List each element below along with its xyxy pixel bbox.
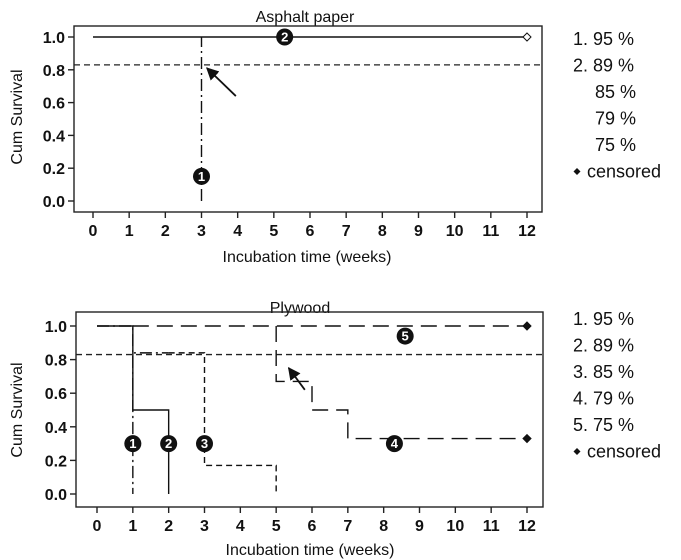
chart-plywood: Plywood 0.00.20.40.60.81.0 0 1 2 3 4 5 6 7 8 9 10 1… xyxy=(9,300,661,559)
x-tick-label: 12 xyxy=(518,518,536,535)
x-tick-label: 10 xyxy=(446,223,464,240)
x-tick-label: 4 xyxy=(236,518,245,535)
y-tick-label: 0.4 xyxy=(45,420,67,437)
plot-frame xyxy=(73,25,543,213)
series-marker-1: 1 xyxy=(124,435,142,453)
y-axis-title: Cum Survival xyxy=(9,69,26,164)
series-marker-label: 3 xyxy=(201,436,208,451)
y-tick-label: 0.0 xyxy=(45,487,67,504)
series-marker-label: 2 xyxy=(165,436,172,451)
x-tick-label: 9 xyxy=(415,518,424,535)
y-tick-label: 1.0 xyxy=(43,30,65,47)
x-tick-label: 6 xyxy=(308,518,317,535)
chart-title: Asphalt paper xyxy=(256,9,355,26)
legend-item: censored xyxy=(587,162,661,182)
x-tick-label: 7 xyxy=(342,223,351,240)
series-marker-1: 1 xyxy=(193,167,210,185)
legend-censored-symbol xyxy=(573,168,581,175)
legend-item: 5. 75 % xyxy=(573,415,634,435)
legend: 1. 95 % 2. 89 % 3. 85 % 4. 79 % 5. 75 % censo… xyxy=(573,309,661,462)
x-tick-label: 0 xyxy=(89,223,98,240)
legend-censored-symbol xyxy=(573,448,581,455)
censored-point xyxy=(522,321,532,331)
legend-item: 1. 95 % xyxy=(573,309,634,329)
series-marker-label: 1 xyxy=(129,436,136,451)
x-tick-label: 5 xyxy=(272,518,281,535)
series-marker-4: 4 xyxy=(385,435,403,453)
series-marker-5: 5 xyxy=(396,327,414,345)
x-tick-label: 8 xyxy=(379,518,388,535)
legend-item: 4. 79 % xyxy=(573,389,634,409)
y-tick-label: 0.6 xyxy=(43,96,65,113)
legend-item: 2. 89 % xyxy=(573,56,634,76)
x-axis-title: Incubation time (weeks) xyxy=(223,249,392,266)
x-tick-label: 1 xyxy=(125,223,134,240)
series-marker-label: 2 xyxy=(281,30,288,45)
series-marker-2: 2 xyxy=(160,435,178,453)
censored-point xyxy=(522,433,532,444)
x-tick-label: 1 xyxy=(128,518,137,535)
y-tick-label: 0.0 xyxy=(43,194,65,211)
censored-point xyxy=(522,32,532,42)
legend-item: 1. 95 % xyxy=(573,29,634,49)
series-line-3 xyxy=(168,352,277,494)
legend-item: 79 % xyxy=(595,109,636,129)
y-tick-label: 0.2 xyxy=(45,453,67,470)
y-tick-label: 0.4 xyxy=(43,128,65,145)
y-tick-label: 0.2 xyxy=(43,161,65,178)
chart-title: Plywood xyxy=(270,300,330,317)
x-tick-label: 11 xyxy=(482,223,499,240)
x-tick-label: 2 xyxy=(161,223,170,240)
series-marker-2: 2 xyxy=(276,28,294,46)
series-line-4 xyxy=(275,326,527,440)
annotation-arrow xyxy=(206,67,237,97)
x-tick-label: 5 xyxy=(269,223,278,240)
y-tick-label: 0.8 xyxy=(45,353,67,370)
x-tick-label: 11 xyxy=(483,518,500,535)
x-tick-label: 3 xyxy=(200,518,209,535)
series-marker-label: 1 xyxy=(198,169,205,184)
x-tick-label: 7 xyxy=(343,518,352,535)
legend-item: 75 % xyxy=(595,135,636,155)
x-tick-label: 4 xyxy=(233,223,242,240)
plot-frame xyxy=(75,311,544,508)
legend-item: 3. 85 % xyxy=(573,362,634,382)
y-tick-label: 1.0 xyxy=(45,319,67,336)
x-tick-label: 12 xyxy=(518,223,536,240)
x-tick-label: 9 xyxy=(414,223,423,240)
y-tick-label: 0.8 xyxy=(43,63,65,80)
x-tick-label: 6 xyxy=(306,223,315,240)
y-axis-title: Cum Survival xyxy=(9,362,26,457)
x-tick-label: 10 xyxy=(446,518,464,535)
series-marker-3: 3 xyxy=(196,435,213,453)
legend: 1. 95 % 2. 89 % 85 % 79 % 75 % censored xyxy=(573,29,661,182)
legend-item: 85 % xyxy=(595,82,636,102)
x-tick-label: 2 xyxy=(164,518,173,535)
x-tick-label: 0 xyxy=(93,518,102,535)
x-tick-label: 8 xyxy=(378,223,387,240)
y-tick-label: 0.6 xyxy=(45,386,67,403)
legend-item: 2. 89 % xyxy=(573,336,634,356)
annotation-arrow xyxy=(287,366,306,391)
series-marker-label: 5 xyxy=(402,329,409,344)
series-marker-label: 4 xyxy=(391,436,399,451)
x-tick-label: 3 xyxy=(197,223,206,240)
series-line-2 xyxy=(97,325,169,494)
x-axis-title: Incubation time (weeks) xyxy=(226,542,395,559)
legend-item: censored xyxy=(587,442,661,462)
